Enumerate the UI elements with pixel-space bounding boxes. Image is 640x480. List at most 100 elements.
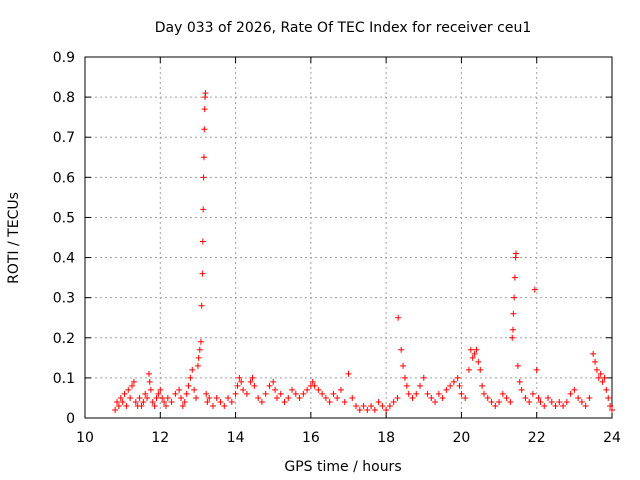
data-point <box>115 402 122 409</box>
data-point <box>428 394 435 401</box>
data-point <box>375 398 382 405</box>
x-tick-label: 12 <box>151 430 169 446</box>
data-point <box>270 378 277 385</box>
data-point <box>125 386 132 393</box>
data-point <box>601 374 608 381</box>
data-point <box>522 394 529 401</box>
data-point <box>236 374 243 381</box>
data-point <box>249 374 256 381</box>
data-point <box>496 398 503 405</box>
data-point <box>371 406 378 413</box>
data-point <box>473 346 480 353</box>
data-point <box>136 394 143 401</box>
data-point <box>213 394 220 401</box>
data-point <box>155 390 162 397</box>
x-axis-label: GPS time / hours <box>284 459 401 475</box>
data-point <box>368 402 375 409</box>
axis-ticks <box>84 56 613 419</box>
data-point <box>277 390 284 397</box>
data-point <box>356 406 363 413</box>
data-point <box>605 394 612 401</box>
data-point <box>545 394 552 401</box>
data-point <box>132 398 139 405</box>
chart-title: Day 033 of 2026, Rate Of TEC Index for r… <box>155 20 531 36</box>
data-point <box>201 126 208 133</box>
data-point <box>341 398 348 405</box>
data-point <box>197 338 204 345</box>
data-point <box>364 406 371 413</box>
data-point <box>266 382 273 389</box>
data-point <box>146 378 153 385</box>
x-tick-label: 10 <box>76 430 94 446</box>
data-point <box>529 390 536 397</box>
data-point <box>413 390 420 397</box>
data-point <box>255 394 262 401</box>
data-point <box>221 402 228 409</box>
data-point <box>309 378 316 385</box>
x-tick-label: 16 <box>302 430 320 446</box>
data-point <box>507 398 514 405</box>
data-point <box>304 386 311 393</box>
data-point <box>296 394 303 401</box>
data-point <box>161 398 168 405</box>
data-point <box>353 402 360 409</box>
data-point <box>200 154 207 161</box>
data-point <box>420 374 427 381</box>
data-point <box>292 390 299 397</box>
data-point <box>200 174 207 181</box>
data-point <box>509 334 516 341</box>
data-point <box>201 106 208 113</box>
data-point <box>337 386 344 393</box>
data-point <box>181 398 188 405</box>
data-point <box>592 358 599 365</box>
data-point <box>593 366 600 373</box>
data-point <box>465 366 472 373</box>
data-point <box>432 398 439 405</box>
data-point <box>112 406 119 413</box>
data-point <box>319 390 326 397</box>
y-tick-label: 0.3 <box>53 291 75 307</box>
data-point <box>300 390 307 397</box>
data-point <box>144 394 151 401</box>
data-point <box>199 270 206 277</box>
x-tick-label: 14 <box>227 430 245 446</box>
data-point <box>403 382 410 389</box>
data-point <box>194 362 201 369</box>
x-tick-label: 24 <box>603 430 621 446</box>
data-point <box>204 398 211 405</box>
data-point <box>537 398 544 405</box>
data-point <box>130 378 137 385</box>
plot-frame <box>84 56 613 419</box>
data-point <box>177 394 184 401</box>
data-point <box>481 390 488 397</box>
data-point <box>609 406 615 413</box>
data-point <box>334 394 341 401</box>
y-tick-labels: 0 0.1 0.2 0.3 0.4 0.5 0.6 0.7 0.8 0.9 <box>53 50 75 427</box>
data-point <box>234 382 241 389</box>
y-tick-label: 0.7 <box>53 130 75 146</box>
data-point <box>209 402 216 409</box>
data-point <box>345 370 352 377</box>
data-point <box>499 390 506 397</box>
data-point <box>199 238 206 245</box>
data-point <box>138 402 145 409</box>
data-point <box>567 390 574 397</box>
data-point <box>202 90 209 97</box>
data-point <box>526 398 533 405</box>
data-point <box>518 386 525 393</box>
x-tick-label: 22 <box>528 430 546 446</box>
data-point <box>597 370 604 377</box>
data-point <box>435 390 442 397</box>
data-point <box>162 402 169 409</box>
data-point <box>113 398 120 405</box>
data-point <box>401 374 408 381</box>
data-point <box>206 394 213 401</box>
data-point <box>142 390 149 397</box>
data-point <box>458 390 465 397</box>
data-point <box>119 398 126 405</box>
data-point <box>603 386 610 393</box>
data-point <box>405 390 412 397</box>
data-point <box>590 350 597 357</box>
data-point <box>196 346 203 353</box>
